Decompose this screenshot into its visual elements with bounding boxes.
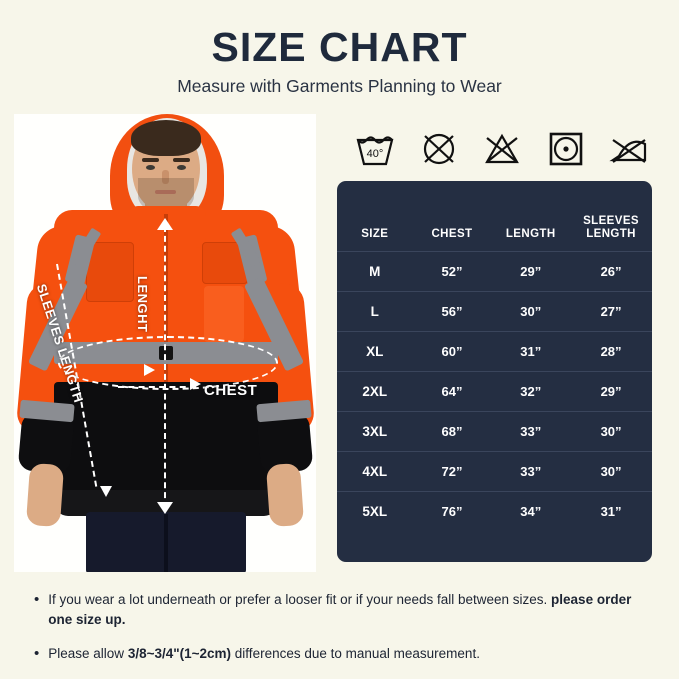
cell-chest: 68” [412,411,492,452]
cell-length: 33” [491,411,571,452]
cell-size: 3XL [337,411,413,452]
cell-size: M [337,251,413,292]
jacket-zipper [164,214,168,444]
header-sleeves-line1: SLEEVES [583,215,639,227]
cell-sleeves: 28” [570,331,652,372]
svg-text:40°: 40° [367,148,384,160]
chest-measure-line [118,386,196,388]
note-2-pre: Please allow [48,645,128,661]
table-row: 3XL 68” 33” 30” [337,411,652,452]
table-row: 5XL 76” 34” 31” [337,491,652,532]
table-row: L 56” 30” 27” [337,291,652,332]
cell-size: 2XL [337,371,413,412]
table-row: XL 60” 31” 28” [337,331,652,372]
cell-length: 33” [491,451,571,492]
model-hand-left [25,462,65,528]
length-arrow-up-icon [157,218,173,230]
note-2-post: differences due to manual measurement. [231,645,480,661]
table-header-row: SIZE CHEST LENGTH SLEEVES LENGTH [337,181,652,252]
size-table: SIZE CHEST LENGTH SLEEVES LENGTH M 52” 2… [337,181,652,532]
model-pants-seam [164,514,168,572]
model-mouth [155,190,176,194]
note-item-1: • If you wear a lot underneath or prefer… [34,590,648,631]
cell-size: L [337,291,413,332]
model-photo: CHEST LENGHT SLEEVES LENGTH [14,114,316,572]
cell-length: 32” [491,371,571,412]
do-not-bleach-circle-icon [423,133,454,165]
chest-measure-ellipse [58,336,278,390]
note-2-text: Please allow 3/8~3/4"(1~2cm) differences… [48,644,480,664]
cell-chest: 52” [412,251,492,292]
do-not-bleach-triangle-icon [485,133,519,164]
note-item-2: • Please allow 3/8~3/4"(1~2cm) differenc… [34,644,648,664]
note-2-bold: 3/8~3/4"(1~2cm) [127,645,232,661]
model-eye-right [177,165,186,170]
cell-size: 4XL [337,451,413,492]
wash-40-icon: 40° [356,136,394,166]
cell-size: 5XL [337,491,413,532]
model-hand-right [265,462,305,528]
cell-length: 29” [491,251,571,292]
page-subtitle: Measure with Garments Planning to Wear [177,76,502,96]
cell-length: 34” [491,491,571,532]
cell-sleeves: 30” [570,411,652,452]
note-1-bold: please order one size up. [48,592,632,628]
note-1-plain: If you wear a lot underneath or prefer a… [48,592,552,607]
cell-sleeves: 31” [570,491,652,532]
size-table-panel: SIZE CHEST LENGTH SLEEVES LENGTH M 52” 2… [337,181,652,562]
cell-size: XL [337,331,413,372]
tumble-dry-low-icon [549,132,582,166]
header-size: SIZE [361,228,389,241]
cell-chest: 64” [412,371,492,412]
jacket-pocket-sheen [204,286,244,342]
cell-sleeves: 29” [570,371,652,412]
chest-annotation-label: CHEST [204,382,258,399]
header-sleeves-length: SLEEVES LENGTH [570,181,652,252]
jacket-pocket-left [86,242,134,302]
note-1-text: If you wear a lot underneath or prefer a… [48,590,648,631]
cell-chest: 56” [412,291,492,332]
chest-arrow-right-icon [190,378,201,390]
cell-chest: 76” [412,491,492,532]
do-not-iron-icon [609,139,647,163]
header-sleeves-line2: LENGTH [586,228,636,241]
cell-length: 30” [491,291,571,332]
note-bullet-icon: • [34,591,40,608]
length-annotation-label: LENGHT [135,276,150,333]
cell-chest: 60” [412,331,492,372]
chest-arrow-right-lower-icon [144,364,155,376]
page-title: SIZE CHART [211,24,468,70]
table-row: M 52” 29” 26” [337,251,652,292]
sleeves-arrow-down-icon [100,486,112,497]
cell-sleeves: 26” [570,251,652,292]
model-nose [162,170,169,184]
length-arrow-down-icon [157,502,173,514]
cell-length: 31” [491,331,571,372]
header-chest: CHEST [431,228,473,241]
table-row: 4XL 72” 33” 30” [337,451,652,492]
cell-sleeves: 30” [570,451,652,492]
header-length: LENGTH [505,228,556,241]
table-row: 2XL 64” 32” 29” [337,371,652,412]
care-symbols-row: 40° [352,124,652,174]
model-eyebrow-right [173,158,190,162]
cell-sleeves: 27” [570,291,652,332]
cell-chest: 72” [412,451,492,492]
model-eyebrow-left [142,158,159,162]
note-bullet-icon: • [34,644,40,662]
model-eye-left [146,165,155,170]
model-hair [131,120,201,156]
product-photo-panel: CHEST LENGHT SLEEVES LENGTH [14,114,316,572]
notes-section: • If you wear a lot underneath or prefer… [34,590,648,677]
